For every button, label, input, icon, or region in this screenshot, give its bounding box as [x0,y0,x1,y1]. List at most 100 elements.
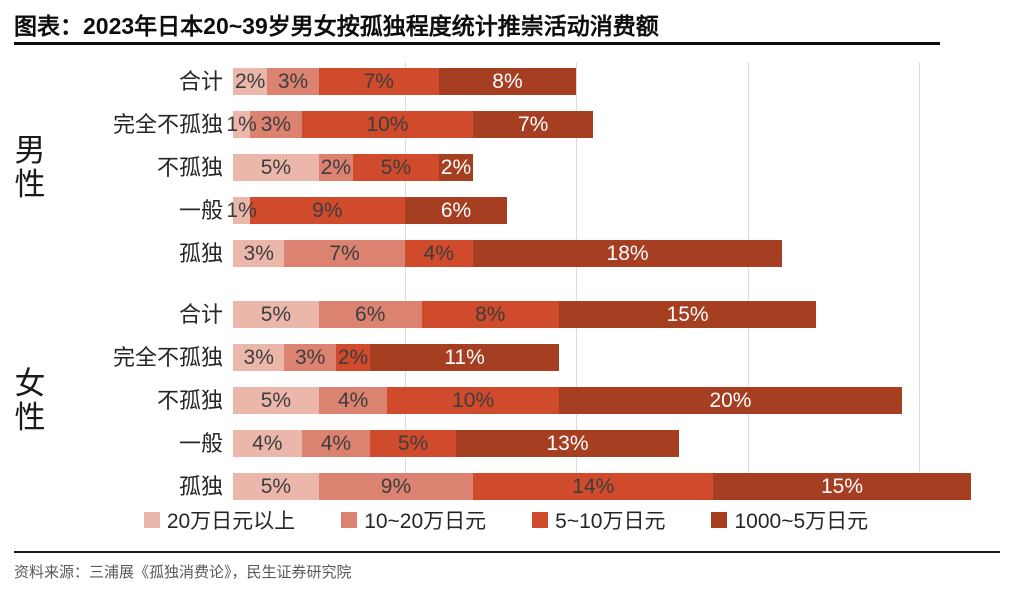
bar-segment: 1% [226,197,257,224]
bar-segment: 10% [301,111,474,138]
data-label: 9% [312,198,343,222]
category-label: 不孤独 [156,388,223,413]
gridline [404,62,406,498]
bar-segment: 3% [233,240,285,267]
legend: 20万日元以上 10~20万日元 5~10万日元 1000~5万日元 [0,505,1012,535]
group-label-char: 女 [14,365,46,401]
stacked-bar: 3% 3% 2% 11% [233,344,1005,371]
group-label-char: 性 [14,166,46,202]
stacked-bar: 5% 9% 14% 15% [233,473,1005,500]
data-label: 2% [440,155,472,179]
bar-segment: 15% [558,301,817,328]
bar-segment: 9% [318,473,474,500]
category-label: 孤独 [178,474,223,499]
legend-swatch-icon [143,512,160,528]
bar-segment: 4% [233,430,302,457]
data-label: 6% [355,302,386,326]
data-label: 4% [252,431,283,455]
bar-segment: 1% [226,111,257,138]
stacked-bar: 5% 2% 5% 2% [233,154,1005,181]
bar-segment: 2% [438,154,474,181]
source-note: 资料来源：三浦展《孤独消费论》，民生证券研究院 [14,564,352,581]
group-label-char: 男 [14,132,46,168]
data-label: 15% [820,474,863,498]
data-label: 5% [260,388,292,412]
data-label: 3% [295,345,326,369]
bar-segment: 4% [301,430,371,457]
data-label: 3% [260,112,292,136]
chart-row: 合计 2% 3% 7% 8% [0,68,1005,95]
gridline [747,62,749,498]
chart-title: 图表：2023年日本20~39岁男女按孤独程度统计推崇活动消费额 [14,13,659,39]
legend-item: 5~10万日元 [532,505,665,535]
chart-row: 完全不孤独 1% 3% 10% 7% [0,111,1005,138]
bar-segment: 3% [233,344,285,371]
data-label: 20% [709,388,752,412]
chart-row: 完全不孤独 3% 3% 2% 11% [0,344,1005,371]
chart-area: 男性合计 2% 3% 7% 8% 完全不孤独 1% 3% 10% 7% 不孤独 5% 2% 5% 2% 一般 1… [0,56,1012,502]
chart-row: 孤独 5% 9% 14% 15% [0,473,1005,500]
bar-segment: 5% [233,387,319,414]
bar-segment: 3% [250,111,302,138]
category-label: 一般 [178,431,223,456]
bar-segment: 7% [284,240,405,267]
data-label: 7% [363,69,394,93]
chart-row: 一般 4% 4% 5% 13% [0,430,1005,457]
data-label: 11% [444,345,485,369]
bar-segment: 3% [267,68,319,95]
data-label: 13% [546,431,589,455]
chart-row: 孤独 3% 7% 4% 18% [0,240,1005,267]
data-label: 3% [243,241,274,265]
chart-row: 合计 5% 6% 8% 15% [0,301,1005,328]
bar-segment: 4% [404,240,474,267]
category-label: 一般 [178,198,223,223]
data-label: 15% [666,302,709,326]
group-label-female: 女性 [8,365,52,435]
category-label: 合计 [178,302,223,327]
data-label: 5% [397,431,429,455]
bar-segment: 2% [233,68,268,95]
stacked-bar: 2% 3% 7% 8% [233,68,1005,95]
data-label: 5% [380,155,412,179]
stacked-bar: 5% 6% 8% 15% [233,301,1005,328]
bar-segment: 5% [233,154,319,181]
data-label: 6% [440,198,472,222]
bar-segment: 18% [473,240,782,267]
data-label: 5% [260,155,292,179]
data-label: 7% [329,241,360,265]
bar-segment: 5% [353,154,439,181]
bar-segment: 6% [318,301,422,328]
legend-swatch-icon [341,512,358,528]
bar-segment: 13% [455,430,679,457]
legend-swatch-icon [711,512,728,528]
bar-segment: 8% [438,68,577,95]
data-label: 3% [277,69,309,93]
data-label: 3% [243,345,274,369]
legend-label: 10~20万日元 [364,510,487,533]
legend-label: 20万日元以上 [166,510,296,533]
group-label-male: 男性 [8,132,52,202]
bar-segment: 5% [370,430,456,457]
category-label: 孤独 [178,241,223,266]
bar-segment: 8% [421,301,559,328]
chart-row: 不孤独 5% 4% 10% 20% [0,387,1005,414]
stacked-bar: 3% 7% 4% 18% [233,240,1005,267]
data-label: 10% [452,388,495,412]
group-label-char: 性 [14,399,46,435]
bar-segment: 2% [335,344,371,371]
data-label: 5% [260,474,292,498]
bar-segment: 7% [318,68,439,95]
data-label: 14% [572,474,615,498]
chart-row: 一般 1% 9% 6% [0,197,1005,224]
legend-item: 10~20万日元 [341,505,486,535]
bar-segment: 6% [404,197,508,224]
data-label: 2% [234,69,266,93]
data-label: 4% [320,431,352,455]
title-underline [14,42,940,45]
category-label: 完全不孤独 [112,112,223,137]
bar-segment: 14% [473,473,714,500]
data-label: 1% [226,198,257,222]
bar-segment: 7% [473,111,594,138]
bar-segment: 20% [558,387,903,414]
